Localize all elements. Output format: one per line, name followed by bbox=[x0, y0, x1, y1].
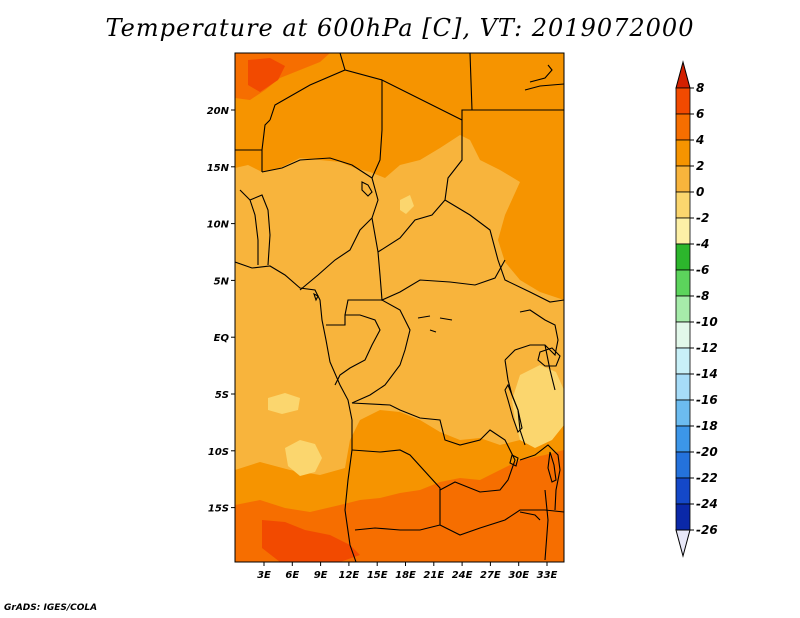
chart-title: Temperature at 600hPa [C], VT: 201907200… bbox=[105, 14, 695, 42]
border-chad bbox=[371, 79, 463, 253]
colorbar: 8 6 4 2 0 -2 -4 -6 -8 -10 -12 -14 -16 -18 -20 -22 -24 -26 bbox=[675, 60, 718, 558]
lon-tick-label: 18E bbox=[395, 570, 416, 581]
colorbar-segment bbox=[675, 373, 691, 401]
colorbar-label: -2 bbox=[696, 211, 709, 225]
latitude-axis: 20N 15N 10N 5N EQ 5S 10S 15S bbox=[207, 106, 235, 515]
border-drc-south bbox=[351, 402, 516, 493]
lon-tick-label: 9E bbox=[314, 570, 328, 581]
colorbar-segment bbox=[675, 139, 691, 167]
lat-tick-label: 10N bbox=[207, 220, 230, 231]
lon-tick-label: 24E bbox=[452, 570, 473, 581]
coastline-west bbox=[235, 261, 357, 562]
colorbar-max-arrow bbox=[675, 60, 691, 89]
colorbar-segment bbox=[675, 503, 691, 531]
lon-tick-label: 30E bbox=[508, 570, 529, 581]
field-warm-north bbox=[235, 53, 564, 200]
bioko-island bbox=[313, 292, 319, 302]
border-niger-north bbox=[269, 53, 473, 121]
border-congo bbox=[326, 299, 411, 404]
colorbar-segment bbox=[675, 477, 691, 505]
colorbar-label: -18 bbox=[696, 419, 718, 433]
colorbar-segment bbox=[675, 269, 691, 297]
field-hot-north bbox=[248, 58, 285, 92]
colorbar-segment bbox=[675, 87, 691, 115]
temperature-field bbox=[235, 53, 564, 562]
lon-tick-label: 6E bbox=[285, 570, 299, 581]
border-car bbox=[377, 251, 506, 301]
lat-tick-label: 20N bbox=[207, 106, 230, 117]
longitude-axis: 3E 6E 9E 12E 15E 18E 21E 24E 27E 30E 33E bbox=[257, 562, 558, 581]
red-sea-coast bbox=[524, 64, 564, 91]
lake-kariba bbox=[519, 511, 541, 521]
colorbar-segment bbox=[675, 191, 691, 219]
field-cool-angola bbox=[285, 440, 322, 476]
lake-victoria bbox=[537, 347, 561, 367]
colorbar-segment bbox=[675, 425, 691, 453]
lake-mweru bbox=[509, 454, 519, 467]
field-warm-east bbox=[498, 175, 564, 300]
lat-tick-label: 5S bbox=[215, 390, 229, 401]
colorbar-label: -20 bbox=[696, 445, 718, 459]
colorbar-label: 0 bbox=[696, 185, 704, 199]
colorbar-label: -4 bbox=[696, 237, 709, 251]
border-nigeria bbox=[261, 157, 379, 291]
lat-tick-label: 10S bbox=[208, 447, 229, 458]
field-hot-southwest bbox=[262, 520, 360, 562]
colorbar-label: -6 bbox=[696, 263, 709, 277]
border-southeast bbox=[519, 444, 561, 561]
colorbar-segment bbox=[675, 243, 691, 271]
lat-tick-label: 15N bbox=[207, 163, 230, 174]
credit-text: GrADS: IGES/COLA bbox=[4, 603, 98, 613]
border-westafrica-small bbox=[239, 189, 271, 266]
plot-frame bbox=[234, 52, 565, 563]
colorbar-label: -26 bbox=[696, 523, 718, 537]
colorbar-segment bbox=[675, 295, 691, 323]
colorbar-segment bbox=[675, 347, 691, 375]
colorbar-label: -22 bbox=[696, 471, 718, 485]
border-angola-zambia bbox=[351, 449, 564, 536]
colorbar-label: -16 bbox=[696, 393, 718, 407]
lake-tanganyika bbox=[504, 383, 523, 434]
lon-tick-label: 3E bbox=[257, 570, 271, 581]
border-mali bbox=[235, 119, 271, 172]
colorbar-label: -10 bbox=[696, 315, 718, 329]
field-cool-cameroon bbox=[400, 195, 414, 214]
lon-tick-label: 12E bbox=[339, 570, 360, 581]
colorbar-min-arrow bbox=[675, 529, 691, 558]
field-cool-east-highlands bbox=[512, 365, 564, 448]
lon-tick-label: 33E bbox=[537, 570, 558, 581]
congo-river-marks bbox=[417, 315, 453, 333]
colorbar-label: -14 bbox=[696, 367, 718, 381]
colorbar-segment bbox=[675, 165, 691, 193]
colorbar-segment bbox=[675, 451, 691, 479]
colorbar-segment bbox=[675, 113, 691, 141]
colorbar-label: 6 bbox=[696, 107, 704, 121]
colorbar-label: 8 bbox=[696, 81, 704, 95]
colorbar-label: -24 bbox=[696, 497, 718, 511]
lake-malawi bbox=[547, 451, 557, 483]
colorbar-label: -8 bbox=[696, 289, 709, 303]
colorbar-label: 4 bbox=[695, 133, 704, 147]
lat-tick-label: 15S bbox=[208, 504, 229, 515]
lat-tick-label: EQ bbox=[214, 333, 230, 344]
colorbar-label: -12 bbox=[696, 341, 718, 355]
field-cool-gabon bbox=[268, 393, 300, 414]
colorbar-label: 2 bbox=[696, 159, 704, 173]
lon-tick-label: 27E bbox=[480, 570, 501, 581]
colorbar-segment bbox=[675, 217, 691, 245]
lat-tick-label: 5N bbox=[214, 276, 230, 287]
country-borders bbox=[235, 53, 564, 562]
lon-tick-label: 21E bbox=[423, 570, 444, 581]
colorbar-segment bbox=[675, 399, 691, 427]
border-sudan bbox=[444, 109, 564, 303]
lon-tick-label: 15E bbox=[367, 570, 388, 581]
lake-chad bbox=[361, 181, 373, 197]
colorbar-segment bbox=[675, 321, 691, 349]
